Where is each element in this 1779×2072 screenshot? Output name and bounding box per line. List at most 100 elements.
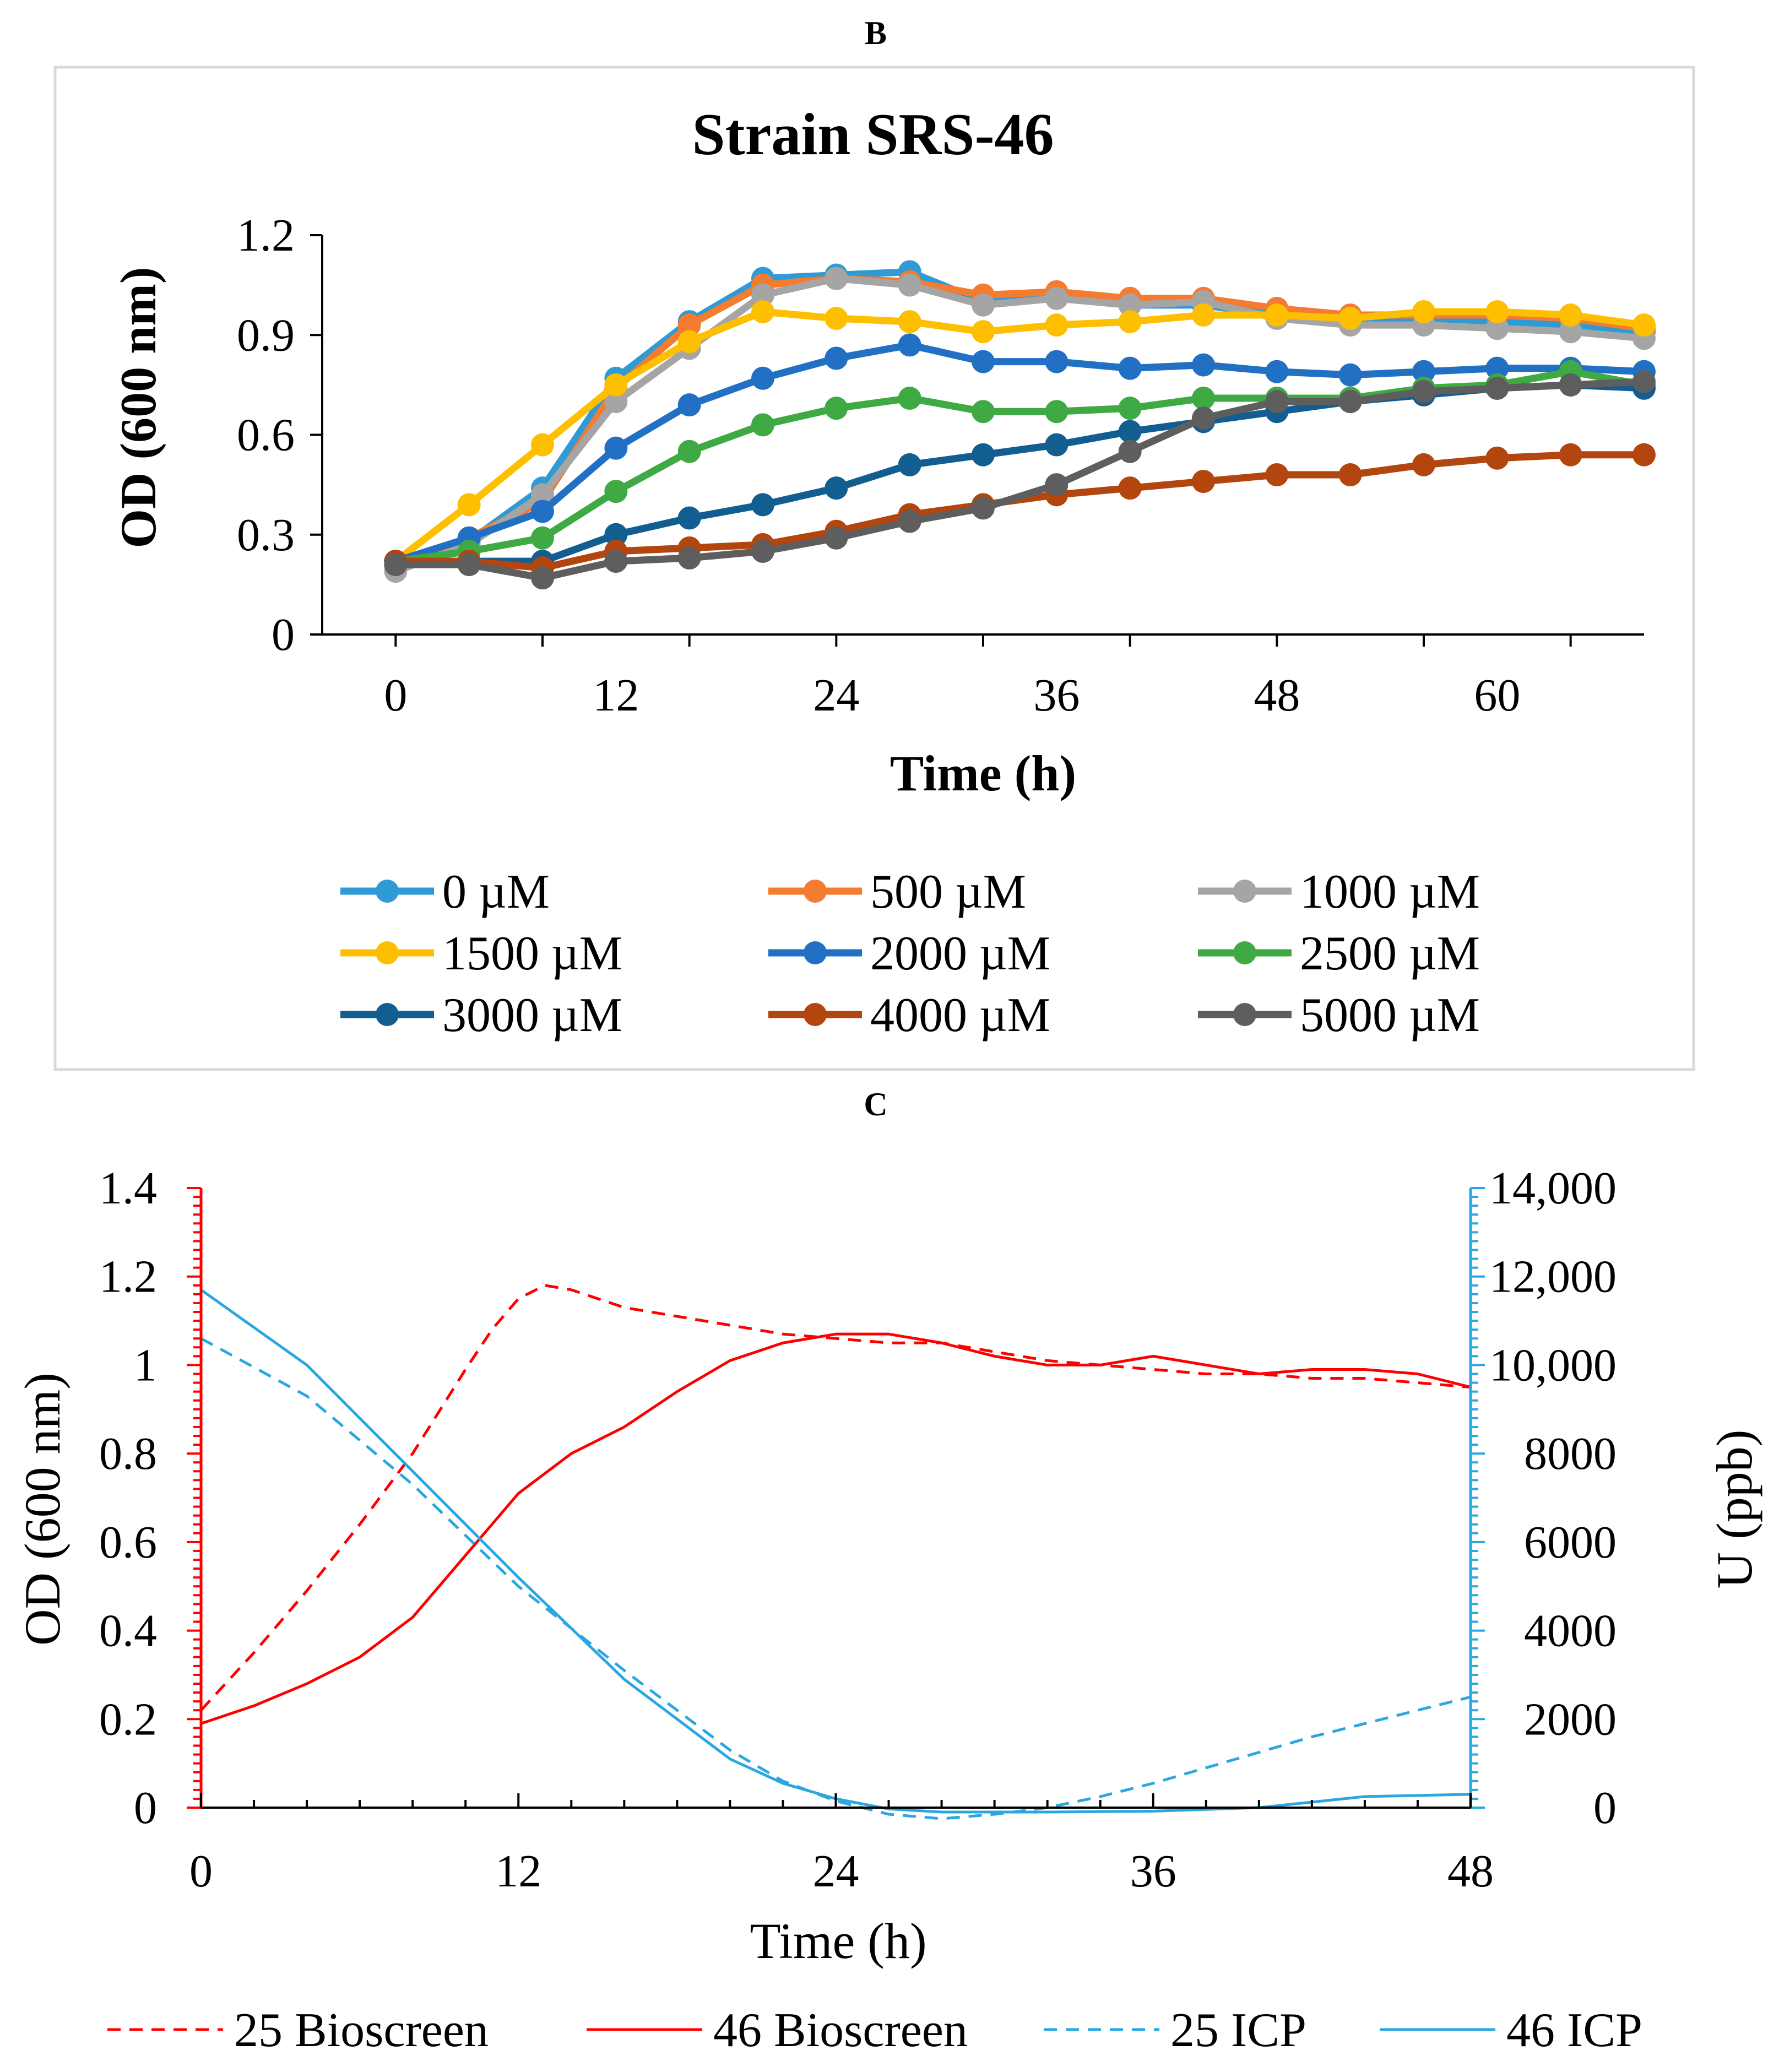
chart-c-series-46-bioscreen bbox=[200, 1332, 1471, 1725]
chart-c-series bbox=[200, 1284, 1471, 1820]
chart-b-data-point bbox=[1412, 379, 1435, 403]
chart-b-legend-swatch-marker bbox=[804, 880, 827, 903]
chart-c-legend-item: 46 ICP bbox=[1380, 2004, 1642, 2057]
chart-b-x-tick-labels: 0 12 24 36 48 60 bbox=[384, 670, 1520, 721]
chart-c-y2-axis-label: U (ppb) bbox=[1706, 1430, 1762, 1589]
panel-c-label: C bbox=[864, 1086, 887, 1122]
chart-b-data-point bbox=[898, 509, 921, 533]
chart-b-data-point bbox=[751, 539, 774, 563]
chart-c-legend-label: 46 ICP bbox=[1506, 2004, 1642, 2057]
chart-c-left-y-tick-label: 0.8 bbox=[99, 1428, 157, 1479]
chart-c-right-y-tick-label: 0 bbox=[1593, 1782, 1617, 1834]
chart-b-data-point bbox=[1118, 310, 1142, 334]
chart-b-x-tick-label: 24 bbox=[813, 670, 859, 721]
chart-b-data-point bbox=[751, 300, 774, 323]
chart-b-data-point bbox=[1559, 320, 1582, 344]
chart-b-y-tick-label: 1.2 bbox=[237, 210, 295, 261]
chart-b-data-point bbox=[677, 393, 701, 417]
chart-b-legend-label: 1000 µM bbox=[1300, 865, 1480, 919]
chart-c-right-y-tick-label: 2000 bbox=[1524, 1694, 1617, 1745]
chart-b-data-point bbox=[825, 476, 848, 500]
chart-b-data-point bbox=[604, 523, 628, 546]
chart-b-legend-label: 1500 µM bbox=[442, 927, 622, 980]
chart-b-data-point bbox=[1485, 446, 1509, 470]
chart-b-data-point bbox=[677, 330, 701, 354]
chart-c-series-25-icp bbox=[200, 1337, 1471, 1820]
chart-b-data-point bbox=[384, 553, 408, 577]
chart-b-data-point bbox=[825, 526, 848, 550]
chart-b-legend-label: 5000 µM bbox=[1300, 989, 1480, 1042]
chart-b-series-line bbox=[393, 308, 1645, 565]
chart-b-data-point bbox=[604, 550, 628, 573]
chart-b-data-point bbox=[972, 293, 995, 317]
chart-b-data-point bbox=[1192, 303, 1215, 327]
chart-b-data-point bbox=[1265, 303, 1289, 327]
chart-b-data-point bbox=[1338, 463, 1362, 486]
chart-b-data-point bbox=[1485, 376, 1509, 400]
chart-b-data-point bbox=[1412, 453, 1435, 476]
chart-c-right-y-tick-label: 12,000 bbox=[1489, 1251, 1617, 1303]
chart-b-series-5000-m bbox=[384, 370, 1656, 590]
chart-c-x-tick-label: 36 bbox=[1130, 1846, 1176, 1897]
chart-b-legend-label: 0 µM bbox=[442, 865, 550, 919]
chart-b-data-point bbox=[677, 546, 701, 570]
chart-c-right-y-tick-labels: 0 2000 4000 6000 8000 10,000 12,000 14,000 bbox=[1489, 1163, 1617, 1834]
chart-b-legend-label: 500 µM bbox=[870, 865, 1026, 919]
chart-b-data-point bbox=[1265, 390, 1289, 414]
chart-b-data-point bbox=[1192, 406, 1215, 430]
chart-b-data-point bbox=[1118, 293, 1142, 317]
chart-b-data-point bbox=[825, 267, 848, 290]
chart-b-legend-label: 3000 µM bbox=[442, 989, 622, 1042]
chart-b-data-point bbox=[898, 273, 921, 297]
chart-b-x-tick-label: 36 bbox=[1033, 670, 1080, 721]
chart-c-series-46-icp bbox=[200, 1288, 1471, 1814]
chart-b-series-line bbox=[394, 341, 1645, 565]
chart-c-left-y-tick-label: 1.4 bbox=[99, 1163, 157, 1214]
chart-b-y-tick-labels: 0 0.3 0.6 0.9 1.2 bbox=[237, 210, 295, 660]
chart-b-data-point bbox=[1192, 470, 1215, 493]
chart-c-x-tick-labels: 0 12 24 36 48 bbox=[189, 1846, 1494, 1897]
chart-b-data-point bbox=[972, 443, 995, 467]
chart-b-data-point bbox=[1045, 473, 1069, 497]
chart-c-left-y-tick-labels: 0 0.2 0.4 0.6 0.8 1 1.2 1.4 bbox=[99, 1163, 157, 1834]
chart-b-data-point bbox=[825, 307, 848, 330]
chart-b-data-point bbox=[898, 387, 921, 410]
chart-b-data-point bbox=[1338, 363, 1362, 387]
chart-b-data-point bbox=[1412, 360, 1435, 383]
chart-b-y-tick-label: 0.3 bbox=[237, 509, 295, 561]
chart-c-legend: 25 Bioscreen 46 Bioscreen 25 ICP 46 ICP bbox=[107, 2004, 1642, 2057]
chart-c-left-y-tick-label: 0 bbox=[134, 1782, 157, 1834]
chart-b-legend-swatch-marker bbox=[1233, 1003, 1256, 1026]
chart-b-data-point bbox=[1192, 353, 1215, 377]
chart-c-left-y-tick-label: 1.2 bbox=[99, 1251, 157, 1303]
chart-b-data-point bbox=[1265, 463, 1289, 486]
chart-b-data-point bbox=[972, 320, 995, 344]
chart-b-data-point bbox=[898, 333, 921, 357]
panel-b-label: B bbox=[865, 15, 887, 51]
chart-c-series-25-bioscreen bbox=[200, 1284, 1471, 1711]
chart-b-y-axis-label: OD (600 nm) bbox=[110, 267, 166, 548]
chart-b-data-point bbox=[1485, 300, 1509, 323]
chart-b-series-line bbox=[394, 275, 1645, 575]
chart-b-y-tick-label: 0.6 bbox=[237, 410, 295, 461]
chart-c-x-tick-label: 12 bbox=[495, 1846, 541, 1897]
chart-c-legend-item: 25 ICP bbox=[1044, 2004, 1306, 2057]
chart-c-right-y-tick-label: 10,000 bbox=[1489, 1339, 1617, 1391]
chart-b-data-point bbox=[677, 313, 701, 337]
chart-b-data-point bbox=[751, 366, 774, 390]
chart-c-left-y-tick-label: 0.2 bbox=[99, 1694, 157, 1745]
chart-b-y-tick-label: 0.9 bbox=[237, 310, 295, 361]
chart-c-legend-label: 46 Bioscreen bbox=[713, 2004, 968, 2057]
chart-b-y-tick-label: 0 bbox=[272, 609, 295, 660]
chart-c-x-tick-label: 48 bbox=[1447, 1846, 1494, 1897]
chart-b-x-axis-label: Time (h) bbox=[890, 745, 1076, 801]
chart-b-legend-item: 2000 µM bbox=[768, 927, 1050, 980]
chart-b-data-point bbox=[531, 433, 554, 457]
chart-b-legend-item: 5000 µM bbox=[1198, 989, 1480, 1042]
chart-b-data-point bbox=[1632, 443, 1656, 467]
chart-b-data-point bbox=[604, 436, 628, 460]
chart-b-legend: 0 µM 500 µM 1000 µM 1500 µM 2000 µM 2500 µM 30… bbox=[340, 865, 1480, 1042]
chart-c-right-y-tick-label: 14,000 bbox=[1489, 1163, 1617, 1214]
chart-b-series-line bbox=[395, 378, 1645, 582]
